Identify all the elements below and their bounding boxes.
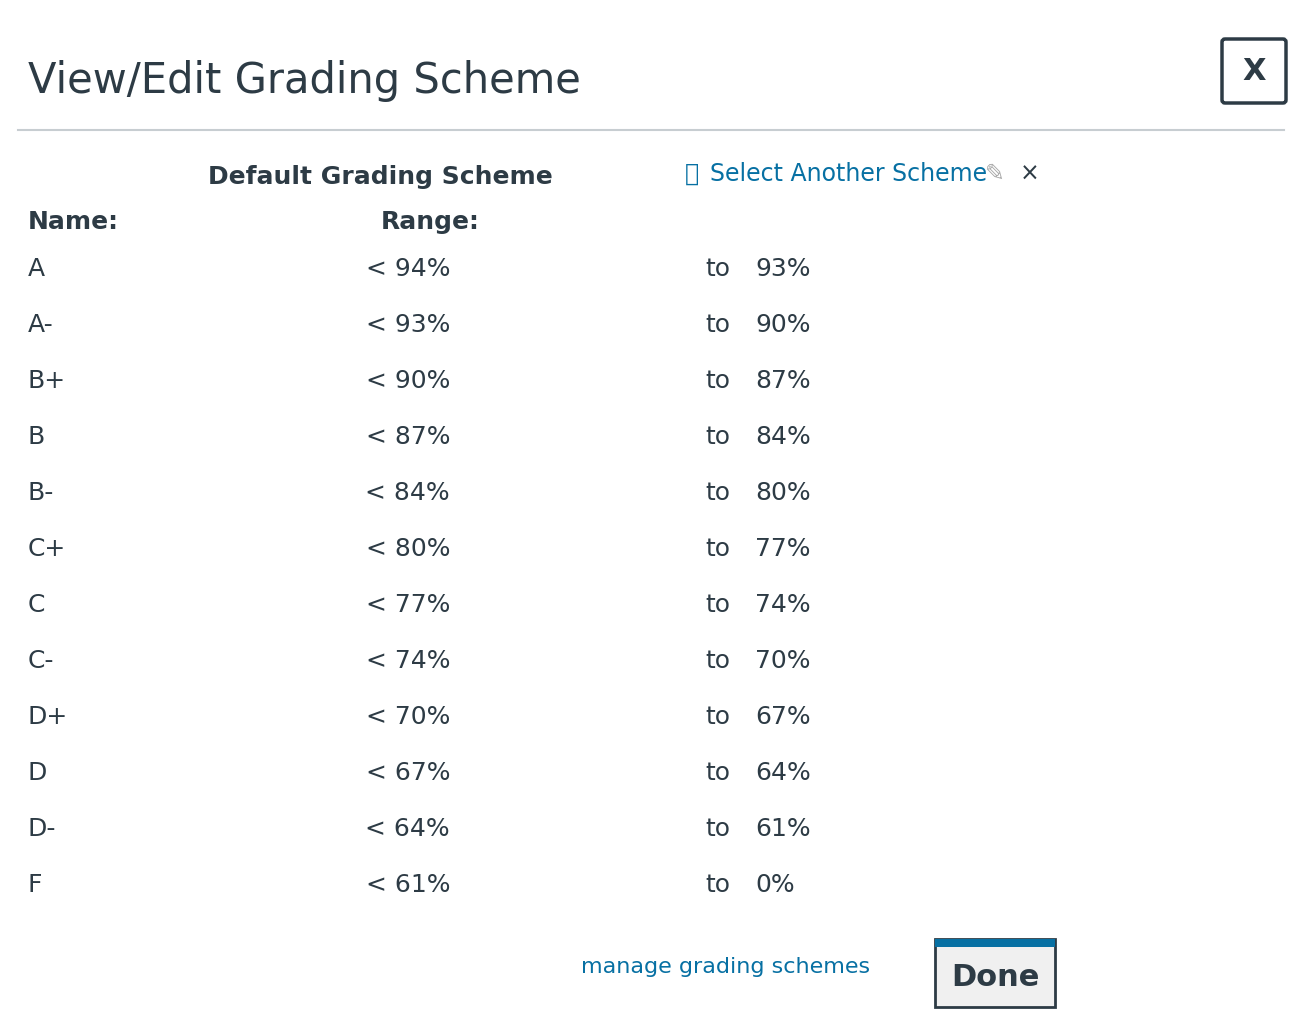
Text: B+: B+ bbox=[29, 369, 66, 393]
Text: X: X bbox=[1242, 57, 1266, 86]
Text: 87%: 87% bbox=[755, 369, 811, 393]
Text: 84%: 84% bbox=[755, 425, 811, 449]
Text: D-: D- bbox=[29, 817, 56, 841]
Text: Done: Done bbox=[950, 963, 1039, 992]
Text: A: A bbox=[29, 257, 46, 280]
Text: to: to bbox=[704, 537, 730, 561]
Text: 80%: 80% bbox=[755, 481, 811, 505]
Text: Select Another Scheme: Select Another Scheme bbox=[710, 162, 987, 186]
Bar bbox=[935, 939, 1055, 1007]
Text: < 93%: < 93% bbox=[366, 313, 450, 337]
Text: < 70%: < 70% bbox=[366, 705, 450, 729]
Bar bbox=[935, 939, 1055, 947]
Text: ✎: ✎ bbox=[986, 162, 1005, 186]
Text: < 80%: < 80% bbox=[366, 537, 450, 561]
Text: 64%: 64% bbox=[755, 761, 811, 785]
Text: to: to bbox=[704, 313, 730, 337]
Text: Name:: Name: bbox=[29, 210, 118, 234]
Text: < 61%: < 61% bbox=[366, 873, 450, 897]
Text: 61%: 61% bbox=[755, 817, 811, 841]
Text: Default Grading Scheme: Default Grading Scheme bbox=[207, 165, 552, 189]
Text: ⌕: ⌕ bbox=[685, 162, 699, 186]
Text: 93%: 93% bbox=[755, 257, 811, 280]
Text: B-: B- bbox=[29, 481, 55, 505]
FancyBboxPatch shape bbox=[1223, 39, 1286, 104]
Text: D: D bbox=[29, 761, 47, 785]
Text: to: to bbox=[704, 593, 730, 617]
Text: < 84%: < 84% bbox=[366, 481, 450, 505]
Text: to: to bbox=[704, 257, 730, 280]
Text: Range:: Range: bbox=[380, 210, 479, 234]
Text: D+: D+ bbox=[29, 705, 68, 729]
Text: View/Edit Grading Scheme: View/Edit Grading Scheme bbox=[29, 60, 581, 102]
Text: C: C bbox=[29, 593, 46, 617]
Text: 77%: 77% bbox=[755, 537, 811, 561]
Text: 0%: 0% bbox=[755, 873, 794, 897]
Text: to: to bbox=[704, 705, 730, 729]
Text: C+: C+ bbox=[29, 537, 66, 561]
Text: ×: × bbox=[1019, 162, 1040, 186]
Text: < 87%: < 87% bbox=[366, 425, 450, 449]
Text: < 64%: < 64% bbox=[366, 817, 450, 841]
Text: to: to bbox=[704, 481, 730, 505]
Text: 70%: 70% bbox=[755, 649, 811, 673]
Text: < 90%: < 90% bbox=[366, 369, 450, 393]
Text: 74%: 74% bbox=[755, 593, 811, 617]
Text: A-: A- bbox=[29, 313, 53, 337]
Text: F: F bbox=[29, 873, 43, 897]
Text: < 67%: < 67% bbox=[366, 761, 450, 785]
Text: < 77%: < 77% bbox=[366, 593, 450, 617]
Text: manage grading schemes: manage grading schemes bbox=[581, 957, 870, 977]
Text: 67%: 67% bbox=[755, 705, 811, 729]
Text: to: to bbox=[704, 425, 730, 449]
Text: C-: C- bbox=[29, 649, 55, 673]
Text: to: to bbox=[704, 649, 730, 673]
Text: to: to bbox=[704, 369, 730, 393]
Text: to: to bbox=[704, 817, 730, 841]
Text: B: B bbox=[29, 425, 46, 449]
Text: < 94%: < 94% bbox=[366, 257, 450, 280]
Text: 90%: 90% bbox=[755, 313, 811, 337]
Text: to: to bbox=[704, 761, 730, 785]
Text: to: to bbox=[704, 873, 730, 897]
Text: < 74%: < 74% bbox=[366, 649, 450, 673]
